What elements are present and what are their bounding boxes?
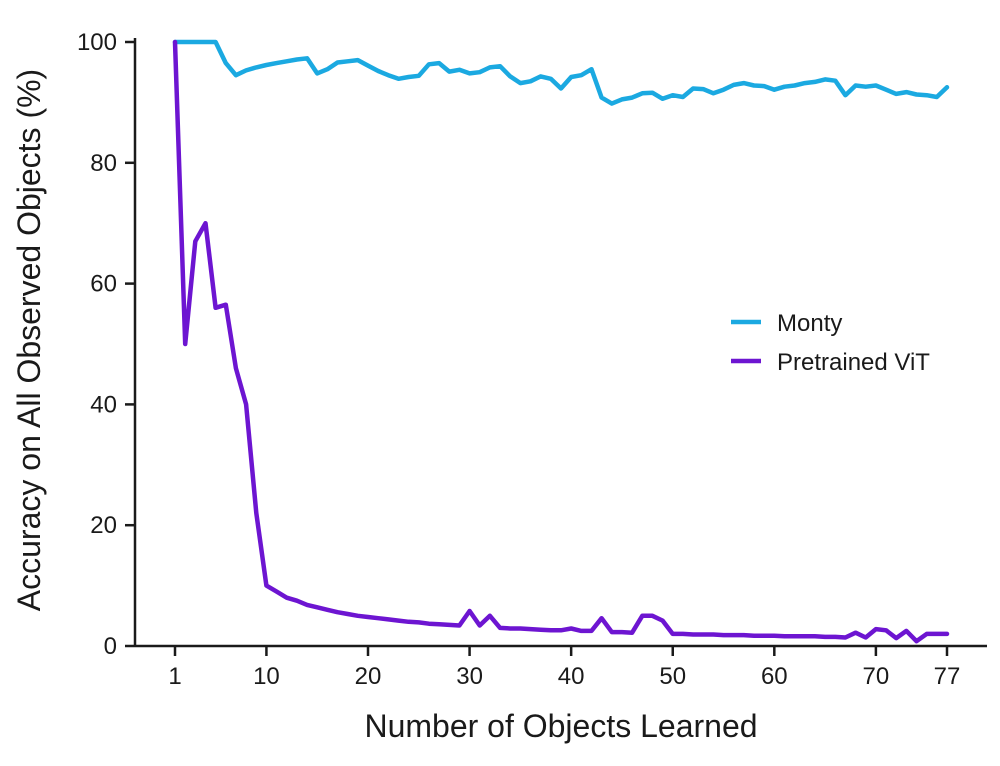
x-axis-title: Number of Objects Learned	[364, 708, 757, 744]
x-tick-label: 1	[168, 663, 181, 690]
series-lines	[172, 39, 950, 644]
y-tick-label: 80	[90, 150, 117, 177]
x-tick-label: 10	[253, 663, 280, 690]
x-tick-label: 60	[761, 663, 788, 690]
y-tick-label: 60	[90, 271, 117, 298]
legend-label-monty: Monty	[777, 310, 842, 337]
y-axis-title: Accuracy on All Observed Objects (%)	[11, 69, 47, 611]
legend-label-pretrained-vit: Pretrained ViT	[777, 349, 930, 376]
x-tick-label: 20	[355, 663, 382, 690]
y-tick-label: 20	[90, 512, 117, 539]
y-tick-label: 100	[77, 29, 117, 56]
x-tick-label: 77	[934, 663, 961, 690]
x-tick-label: 50	[659, 663, 686, 690]
x-tick-label: 40	[558, 663, 585, 690]
series-line-monty	[172, 39, 950, 106]
y-tick-label: 40	[90, 391, 117, 418]
x-tick-label: 70	[863, 663, 890, 690]
legend: Monty Pretrained ViT	[731, 310, 930, 376]
series-line-pretrained-vit	[172, 39, 950, 644]
y-tick-label: 0	[104, 633, 117, 660]
axes: 0 20 40 60 80 100 1 10 20 30 40 50 60 70 77	[77, 29, 987, 690]
x-tick-label: 30	[456, 663, 483, 690]
